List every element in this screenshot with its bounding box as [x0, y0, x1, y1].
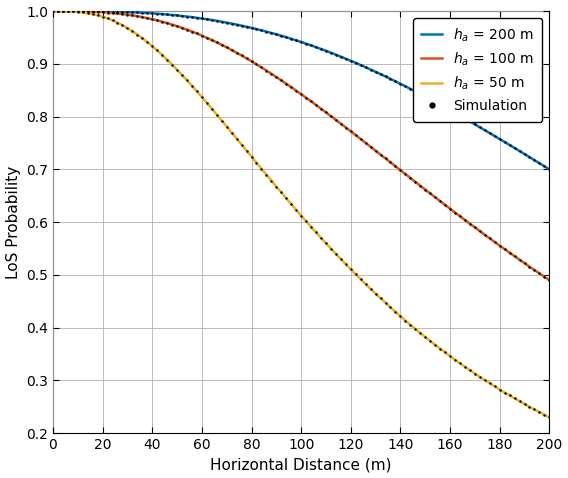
Y-axis label: LoS Probability: LoS Probability — [6, 165, 20, 279]
X-axis label: Horizontal Distance (m): Horizontal Distance (m) — [210, 457, 392, 472]
Legend: $h_a$ = 200 m, $h_a$ = 100 m, $h_a$ = 50 m, Simulation: $h_a$ = 200 m, $h_a$ = 100 m, $h_a$ = 50… — [413, 18, 542, 122]
